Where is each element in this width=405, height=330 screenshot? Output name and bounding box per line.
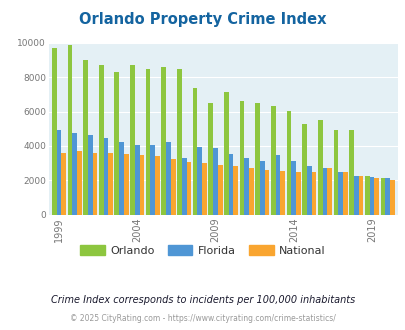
- Text: © 2025 CityRating.com - https://www.cityrating.com/crime-statistics/: © 2025 CityRating.com - https://www.city…: [70, 314, 335, 323]
- Bar: [67, 45, 72, 215]
- Bar: [177, 69, 181, 214]
- Bar: [348, 130, 353, 214]
- Bar: [155, 156, 160, 215]
- Bar: [119, 143, 124, 214]
- Text: Crime Index corresponds to incidents per 100,000 inhabitants: Crime Index corresponds to incidents per…: [51, 295, 354, 305]
- Bar: [322, 168, 326, 214]
- Bar: [150, 145, 155, 214]
- Bar: [213, 148, 217, 214]
- Bar: [77, 151, 81, 214]
- Legend: Orlando, Florida, National: Orlando, Florida, National: [76, 241, 329, 260]
- Bar: [249, 168, 253, 214]
- Bar: [192, 87, 197, 214]
- Bar: [373, 178, 378, 214]
- Bar: [384, 179, 389, 214]
- Bar: [92, 153, 97, 215]
- Bar: [217, 165, 222, 214]
- Bar: [186, 162, 191, 214]
- Bar: [337, 173, 342, 214]
- Bar: [166, 143, 171, 214]
- Bar: [134, 145, 139, 214]
- Bar: [306, 166, 311, 214]
- Bar: [353, 176, 358, 214]
- Bar: [311, 173, 315, 214]
- Bar: [83, 60, 87, 214]
- Bar: [228, 153, 233, 214]
- Bar: [202, 163, 207, 215]
- Bar: [130, 65, 134, 214]
- Text: Orlando Property Crime Index: Orlando Property Crime Index: [79, 12, 326, 26]
- Bar: [286, 111, 291, 214]
- Bar: [239, 101, 244, 214]
- Bar: [317, 120, 322, 214]
- Bar: [380, 178, 384, 214]
- Bar: [342, 172, 347, 214]
- Bar: [72, 133, 77, 214]
- Bar: [233, 166, 238, 214]
- Bar: [171, 159, 175, 214]
- Bar: [244, 158, 249, 214]
- Bar: [161, 67, 166, 214]
- Bar: [61, 153, 66, 215]
- Bar: [114, 72, 119, 215]
- Bar: [295, 172, 300, 214]
- Bar: [291, 161, 295, 214]
- Bar: [264, 170, 269, 215]
- Bar: [108, 153, 113, 215]
- Bar: [87, 135, 92, 214]
- Bar: [56, 130, 61, 214]
- Bar: [271, 106, 275, 214]
- Bar: [181, 158, 186, 214]
- Bar: [275, 155, 280, 214]
- Bar: [255, 103, 260, 214]
- Bar: [52, 48, 56, 214]
- Bar: [197, 147, 202, 214]
- Bar: [139, 155, 144, 214]
- Bar: [260, 161, 264, 214]
- Bar: [98, 65, 103, 214]
- Bar: [208, 103, 213, 214]
- Bar: [103, 138, 108, 214]
- Bar: [389, 180, 394, 214]
- Bar: [326, 168, 331, 214]
- Bar: [224, 92, 228, 214]
- Bar: [369, 177, 373, 215]
- Bar: [333, 130, 337, 214]
- Bar: [302, 124, 306, 214]
- Bar: [358, 176, 362, 214]
- Bar: [280, 171, 284, 214]
- Bar: [124, 153, 128, 214]
- Bar: [145, 69, 150, 214]
- Bar: [364, 176, 369, 214]
